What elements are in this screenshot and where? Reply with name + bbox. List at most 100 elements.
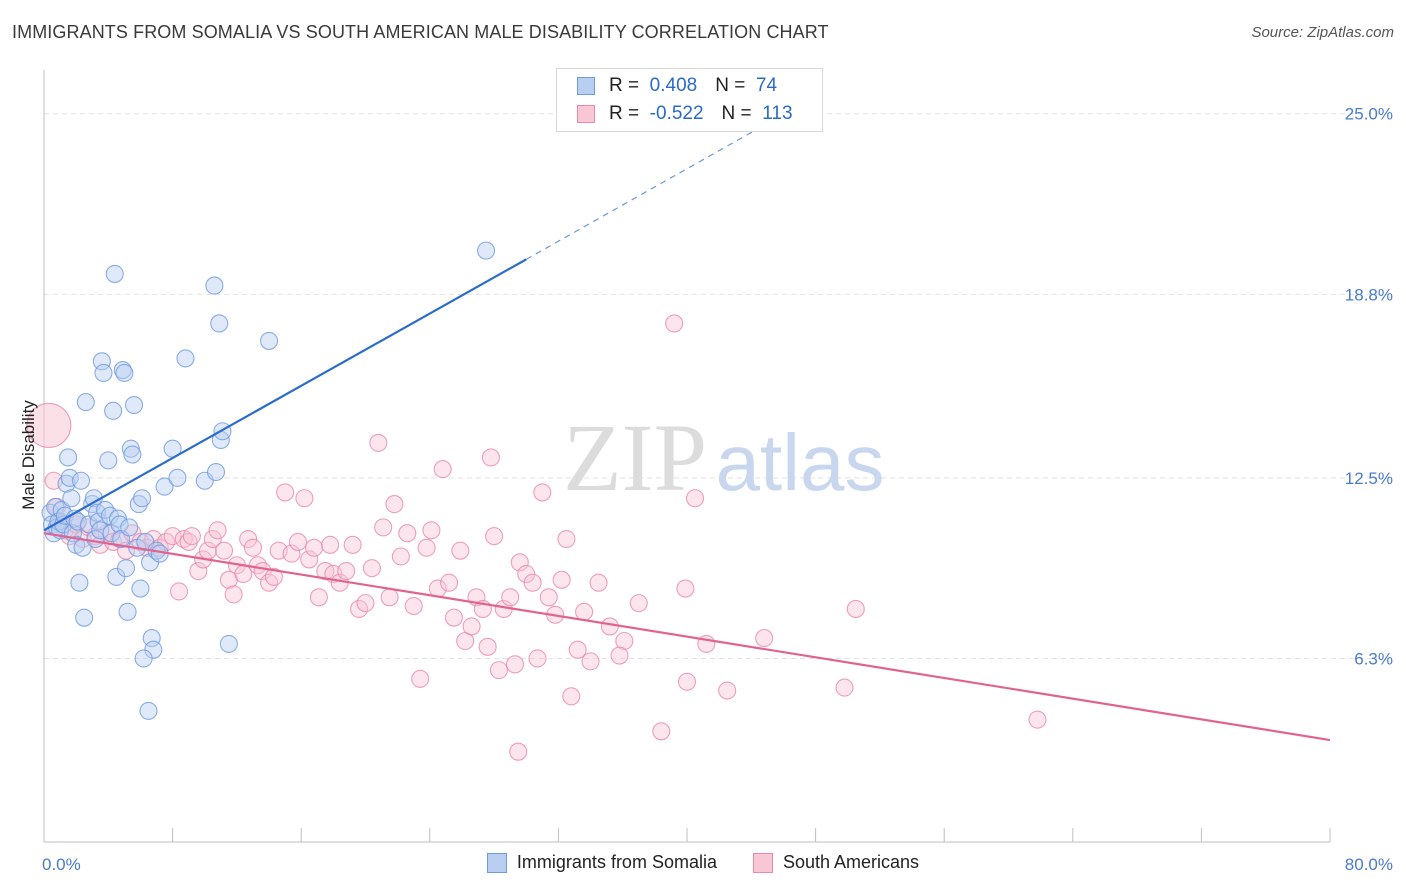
point-somalia xyxy=(120,518,139,537)
point-somalia xyxy=(139,701,158,720)
point-somalia xyxy=(113,361,132,380)
point-somalia xyxy=(59,448,78,467)
point-south-american xyxy=(288,532,308,551)
point-south-american xyxy=(182,527,201,546)
r-label: R = xyxy=(609,75,640,96)
chart-title: IMMIGRANTS FROM SOMALIA VS SOUTH AMERICA… xyxy=(12,22,829,42)
point-south-american xyxy=(600,617,619,636)
legend-swatch-somalia xyxy=(577,77,595,95)
point-south-american xyxy=(404,596,423,616)
point-south-american xyxy=(305,538,324,557)
point-somalia xyxy=(76,393,95,412)
n-label: N = xyxy=(715,75,746,96)
point-south-american xyxy=(615,631,634,651)
point-south-american xyxy=(169,582,189,601)
point-south-american xyxy=(398,524,417,543)
point-south-american xyxy=(203,529,222,549)
x-tick-label: 0.0% xyxy=(42,855,81,874)
point-somalia xyxy=(62,489,81,508)
point-south-american xyxy=(557,529,576,549)
watermark-atlas: atlas xyxy=(716,418,885,507)
watermark-zip: ZIP xyxy=(563,404,707,511)
point-south-american xyxy=(533,483,552,502)
point-south-american xyxy=(239,529,258,549)
stats-legend: R = 0.408 N = 74 R = -0.522 N = 113 xyxy=(556,68,823,132)
point-south-american xyxy=(264,567,283,586)
point-somalia xyxy=(71,471,91,490)
y-tick-label: 25.0% xyxy=(1345,105,1393,124)
source-label: Source: ZipAtlas.com xyxy=(1251,24,1394,41)
point-south-american xyxy=(552,570,571,589)
point-somalia xyxy=(124,395,144,415)
point-south-american xyxy=(362,559,381,578)
point-south-american xyxy=(422,521,441,540)
point-somalia xyxy=(142,629,161,648)
point-south-american xyxy=(444,608,463,627)
point-south-american xyxy=(610,646,629,665)
point-south-american xyxy=(685,489,705,508)
point-south-american xyxy=(568,640,587,659)
point-south-american xyxy=(589,573,608,592)
x-tick-label: 80.0% xyxy=(1345,855,1393,874)
point-south-american xyxy=(676,579,695,598)
point-south-american xyxy=(309,588,328,607)
point-south-american xyxy=(440,573,459,592)
r-value: 0.408 xyxy=(649,75,698,96)
n-value: 74 xyxy=(755,75,778,96)
point-south-american xyxy=(478,637,497,656)
point-somalia xyxy=(219,634,238,653)
legend-label: Immigrants from Somalia xyxy=(516,852,717,872)
point-south-american xyxy=(501,588,520,607)
point-south-american xyxy=(282,544,301,563)
n-value: 113 xyxy=(762,103,793,124)
point-south-american xyxy=(391,547,410,566)
point-south-american xyxy=(374,518,393,537)
point-south-american xyxy=(433,460,452,479)
point-somalia xyxy=(104,401,123,420)
legend-swatch xyxy=(486,852,507,873)
point-south-american xyxy=(380,588,399,607)
point-somalia xyxy=(129,495,148,514)
point-south-american xyxy=(1028,710,1047,729)
point-south-american xyxy=(510,553,529,572)
point-somalia xyxy=(155,477,174,496)
point-south-american xyxy=(243,538,263,557)
y-tick-label: 18.8% xyxy=(1345,285,1393,304)
point-south-american xyxy=(755,629,774,648)
point-south-american xyxy=(505,655,525,674)
point-somalia xyxy=(123,445,142,464)
legend-item-south-americans[interactable]: South Americans xyxy=(752,852,919,873)
point-somalia xyxy=(206,462,226,482)
legend-swatch-south-american xyxy=(577,105,595,123)
series-legend: Immigrants from Somalia South Americans xyxy=(0,852,1406,873)
point-south-american xyxy=(718,681,737,700)
point-south-american xyxy=(276,483,295,502)
point-south-american xyxy=(163,527,182,546)
point-south-american xyxy=(417,538,436,557)
point-south-american xyxy=(385,495,404,514)
trend-line-somalia xyxy=(43,258,527,532)
point-south-american xyxy=(337,562,356,581)
legend-item-somalia[interactable]: Immigrants from Somalia xyxy=(486,852,717,873)
n-label: N = xyxy=(721,103,752,124)
y-axis-label: Male Disability xyxy=(19,400,38,510)
point-somalia xyxy=(131,579,150,598)
point-south-american xyxy=(343,535,362,554)
data-points xyxy=(26,241,1047,761)
point-south-american xyxy=(575,602,594,621)
point-south-american xyxy=(321,535,340,554)
point-south-american xyxy=(528,649,547,668)
point-south-american xyxy=(652,722,671,741)
point-south-american xyxy=(485,527,504,546)
point-somalia xyxy=(57,474,76,493)
r-value: -0.522 xyxy=(649,103,704,124)
point-south-american xyxy=(481,448,500,467)
point-south-american xyxy=(523,573,542,592)
legend-row-somalia: R = 0.408 N = 74 xyxy=(577,73,777,99)
legend-row-south-american: R = -0.522 N = 113 xyxy=(577,101,793,127)
point-south-american xyxy=(208,521,227,540)
point-south-american xyxy=(411,669,430,688)
point-south-american xyxy=(224,585,243,604)
point-south-american xyxy=(539,588,558,607)
